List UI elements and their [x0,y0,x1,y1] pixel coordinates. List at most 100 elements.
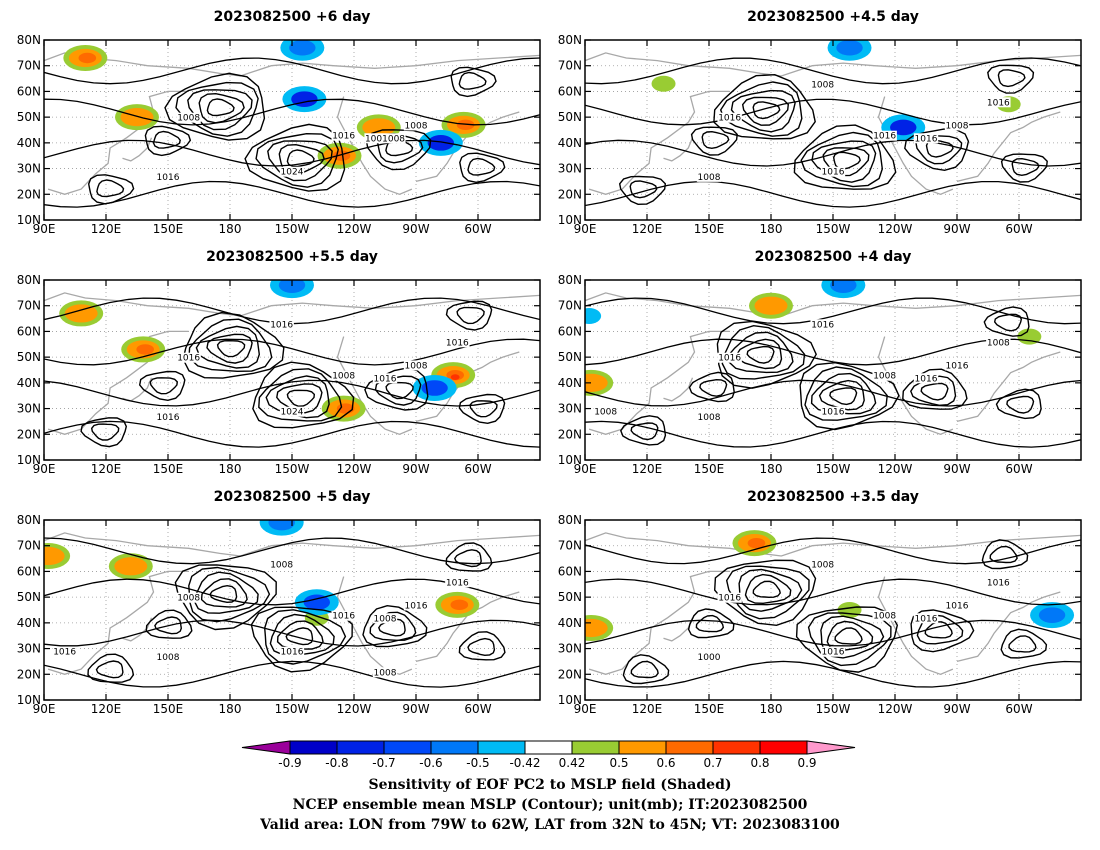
shaded-region [44,546,65,566]
contour-line [793,124,897,190]
contour-line [795,606,899,673]
contour-line [154,616,183,635]
y-tick-label: 50N [17,590,41,604]
colorbar-tick-label: 0.42 [559,756,586,770]
contour-label-bg [820,646,846,657]
y-tick-label: 10N [558,693,582,707]
y-tick-label: 20N [17,187,41,201]
x-tick-label: 90W [402,222,429,236]
contour-label: 1008 [177,594,200,604]
coastline [47,570,189,675]
contour-line [725,565,810,620]
y-tick-label: 70N [558,539,582,553]
contour-line [90,423,120,441]
shaded-region [362,118,396,137]
contour-line [44,139,540,167]
contour-label: 1008 [873,612,896,622]
contour-label-bg [820,166,846,177]
contour-label: 1016 [53,648,76,658]
contour-label-bg [717,592,742,603]
contour-label: 1008 [405,121,428,131]
contour-label-bg [176,592,201,603]
contour-label: 1016 [177,354,200,364]
contour-line [752,101,781,120]
contour-line [445,542,493,572]
contour-label-bg [810,79,835,90]
y-tick-label: 50N [558,590,582,604]
contour-label-bg [944,360,970,371]
shaded-region [64,304,98,323]
y-tick-label: 70N [17,539,41,553]
colorbar-tick-label: 0.9 [797,756,816,770]
contour-line [44,379,540,407]
x-tick-label: 90E [574,222,597,236]
panel-plot-area: 1008 1016 1008 1016 1008 1016 1016 1008 1016 1008 [44,520,540,700]
contour-line [445,300,493,331]
contour-label-bg [176,352,201,363]
contour-line [80,417,128,448]
caption-line-3: Valid area: LON from 79W to 62W, LAT fro… [260,817,840,833]
x-tick-label: 60W [1005,702,1032,716]
y-tick-label: 30N [558,402,582,416]
x-tick-label: 180 [219,702,242,716]
colorbar-box [336,740,385,755]
contour-label: 1016 [873,132,896,142]
contour-line [44,420,540,448]
x-tick-label: 150E [153,222,184,236]
contour-label-bg [986,97,1011,108]
contour-line [95,660,124,679]
coastline [122,617,153,642]
colorbar-tick-label: 0.7 [703,756,722,770]
y-tick-label: 10N [558,213,582,227]
colorbar-tick-label: 0.5 [609,756,628,770]
contour-label: 1016 [157,173,180,183]
contour-line [1000,153,1048,183]
colorbar-tick-label: -0.8 [325,756,348,770]
x-tick-label: 180 [760,462,783,476]
contour-line [916,614,964,645]
contour-line [149,377,179,395]
contour-line [269,613,335,657]
contour-line [44,338,540,366]
contour-line [822,147,870,177]
colorbar-arrow-right [806,740,856,755]
y-tick-label: 30N [17,162,41,176]
y-tick-label: 60N [17,564,41,578]
contour-label: 1016 [718,114,741,124]
contour-line [834,627,863,645]
contour-label-bg [872,130,897,141]
contour-line [832,151,861,170]
contour-label: 1008 [946,121,969,131]
contour-line [286,389,316,407]
contour-label-bg [913,133,939,144]
contour-label: 1008 [811,80,834,90]
contour-label-bg [372,613,398,624]
contour-line [688,371,735,403]
contour-label-bg [403,600,429,611]
contour-line [200,578,248,608]
y-tick-label: 20N [558,187,582,201]
coastline [336,576,413,675]
shaded-region [747,537,766,549]
x-tick-label: 150E [153,462,184,476]
y-tick-label: 40N [17,616,41,630]
contour-line [910,375,957,407]
shaded-region [289,40,316,56]
contour-line [920,382,949,401]
x-tick-label: 120W [337,222,372,236]
contour-line [144,125,192,157]
x-tick-label: 150W [816,222,851,236]
contour-label-bg [155,171,181,182]
contour-label: 1024 [281,168,304,178]
contour-line [585,297,1081,325]
contour-label: 1008 [374,668,397,678]
contour-line [456,306,485,325]
contour-label-bg [331,370,356,381]
caption-line-2: NCEP ensemble mean MSLP (Contour); unit(… [292,797,808,813]
coastline [663,137,694,162]
y-tick-label: 60N [558,84,582,98]
panel-plot-area: 1016 1008 1000 1016 1016 1016 1016 1008 [585,520,1081,700]
colorbar: -0.9 -0.8 -0.7 -0.6 -0.5 -0.42 0.42 0.5 0.6 0.7 0.… [241,740,856,770]
panel-6: 1016 1008 1000 1016 1016 1016 1016 1008 90E 120E 1… [558,489,1082,716]
colorbar-tick-label: 0.8 [750,756,769,770]
